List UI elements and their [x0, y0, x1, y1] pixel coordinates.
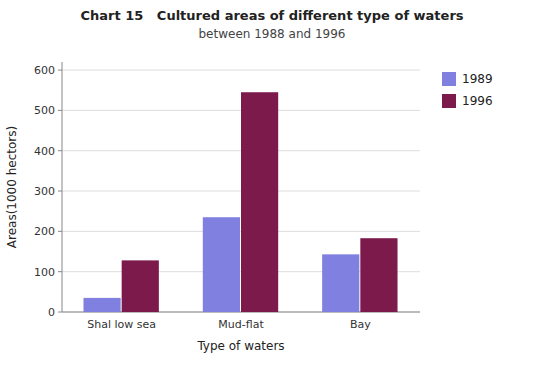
bar	[122, 260, 159, 312]
bar	[360, 238, 397, 312]
bar	[203, 217, 240, 312]
y-tick	[58, 191, 62, 192]
bar	[322, 254, 359, 312]
y-tick-label: 500	[34, 104, 55, 117]
x-tick-label: Shal low sea	[87, 318, 156, 331]
x-tick-label: Mud-flat	[218, 318, 264, 331]
bar	[241, 92, 278, 312]
y-tick-label: 600	[34, 64, 55, 77]
bars	[83, 92, 397, 312]
title: Chart 15 Cultured areas of different typ…	[80, 8, 463, 23]
x-axis-label: Type of waters	[196, 339, 284, 353]
y-tick-label: 200	[34, 225, 55, 238]
y-axis-label: Areas(1000 hectors)	[5, 126, 19, 248]
legend: 1989 1996	[442, 72, 493, 108]
legend-label: 1996	[462, 94, 493, 108]
legend-swatch	[442, 72, 456, 86]
y-tick	[58, 271, 62, 272]
y-tick	[58, 312, 62, 313]
y-tick	[58, 231, 62, 232]
y-tick-label: 0	[48, 306, 55, 319]
bar	[83, 298, 120, 312]
grid	[62, 70, 420, 312]
y-tick	[58, 110, 62, 111]
grid-line	[62, 70, 420, 71]
legend-label: 1989	[462, 72, 493, 86]
y-tick-label: 400	[34, 145, 55, 158]
x-tick-label: Bay	[350, 318, 371, 331]
legend-swatch	[442, 94, 456, 108]
chart: Chart 15 Cultured areas of different typ…	[0, 0, 544, 380]
y-tick-label: 100	[34, 266, 55, 279]
y-tick-label: 300	[34, 185, 55, 198]
y-tick	[58, 150, 62, 151]
y-tick	[58, 70, 62, 71]
y-axis-line	[62, 62, 63, 312]
subtitle: between 1988 and 1996	[199, 27, 346, 41]
